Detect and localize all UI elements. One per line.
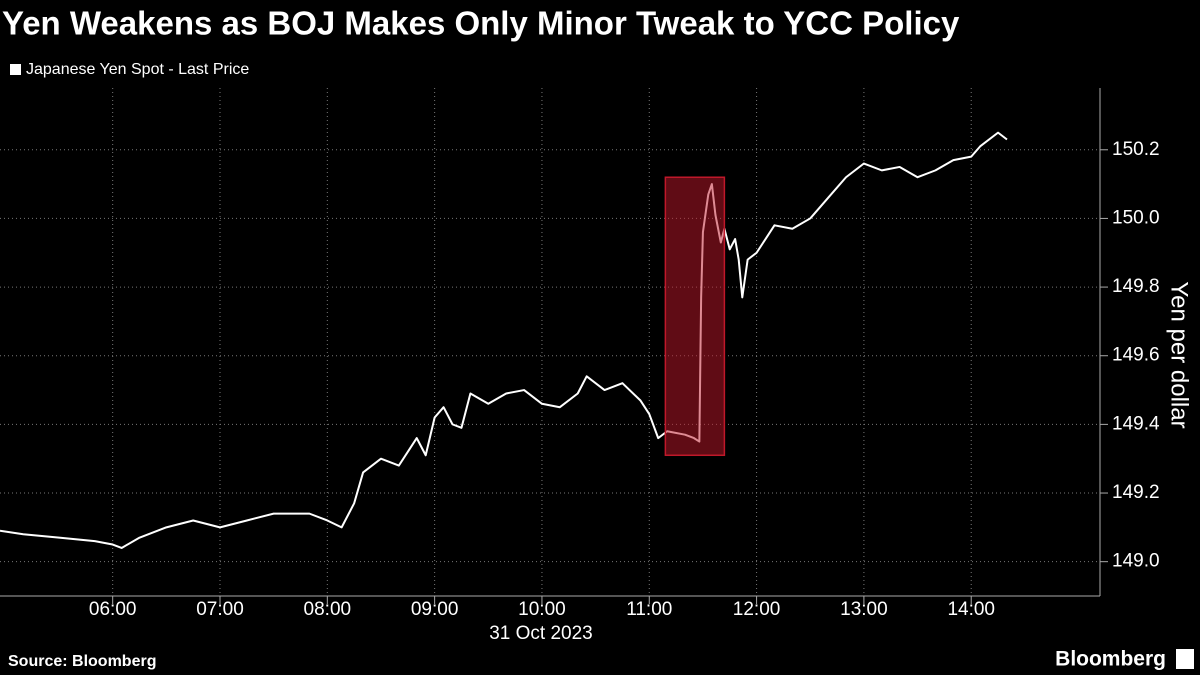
x-tick-label: 06:00 xyxy=(89,599,137,620)
x-axis-label: 31 Oct 2023 xyxy=(489,623,593,644)
y-tick-label: 150.0 xyxy=(1112,207,1160,228)
x-tick-label: 09:00 xyxy=(411,599,459,620)
brand-logo: Bloomberg xyxy=(1055,648,1166,671)
y-tick-label: 149.0 xyxy=(1112,551,1160,572)
price-line xyxy=(0,131,1008,549)
legend-label: Japanese Yen Spot - Last Price xyxy=(26,61,249,78)
x-tick-label: 13:00 xyxy=(840,599,888,620)
x-tick-label: 08:00 xyxy=(304,599,352,620)
y-axis-label: Yen per dollar xyxy=(1166,281,1193,428)
y-tick-label: 149.4 xyxy=(1112,413,1160,434)
chart-title: Yen Weakens as BOJ Makes Only Minor Twea… xyxy=(2,5,960,42)
legend-swatch xyxy=(10,64,21,75)
x-tick-label: 10:00 xyxy=(518,599,566,620)
y-tick-label: 149.2 xyxy=(1112,482,1160,503)
x-tick-label: 14:00 xyxy=(947,599,995,620)
x-tick-label: 07:00 xyxy=(196,599,244,620)
x-tick-label: 11:00 xyxy=(626,599,672,620)
source: Source: Bloomberg xyxy=(8,653,156,670)
x-tick-label: 12:00 xyxy=(733,599,781,620)
y-tick-label: 150.2 xyxy=(1112,139,1160,160)
highlight-box xyxy=(664,176,726,457)
brand-icon xyxy=(1176,649,1194,669)
y-tick-label: 149.8 xyxy=(1112,276,1160,297)
y-tick-label: 149.6 xyxy=(1112,345,1160,366)
